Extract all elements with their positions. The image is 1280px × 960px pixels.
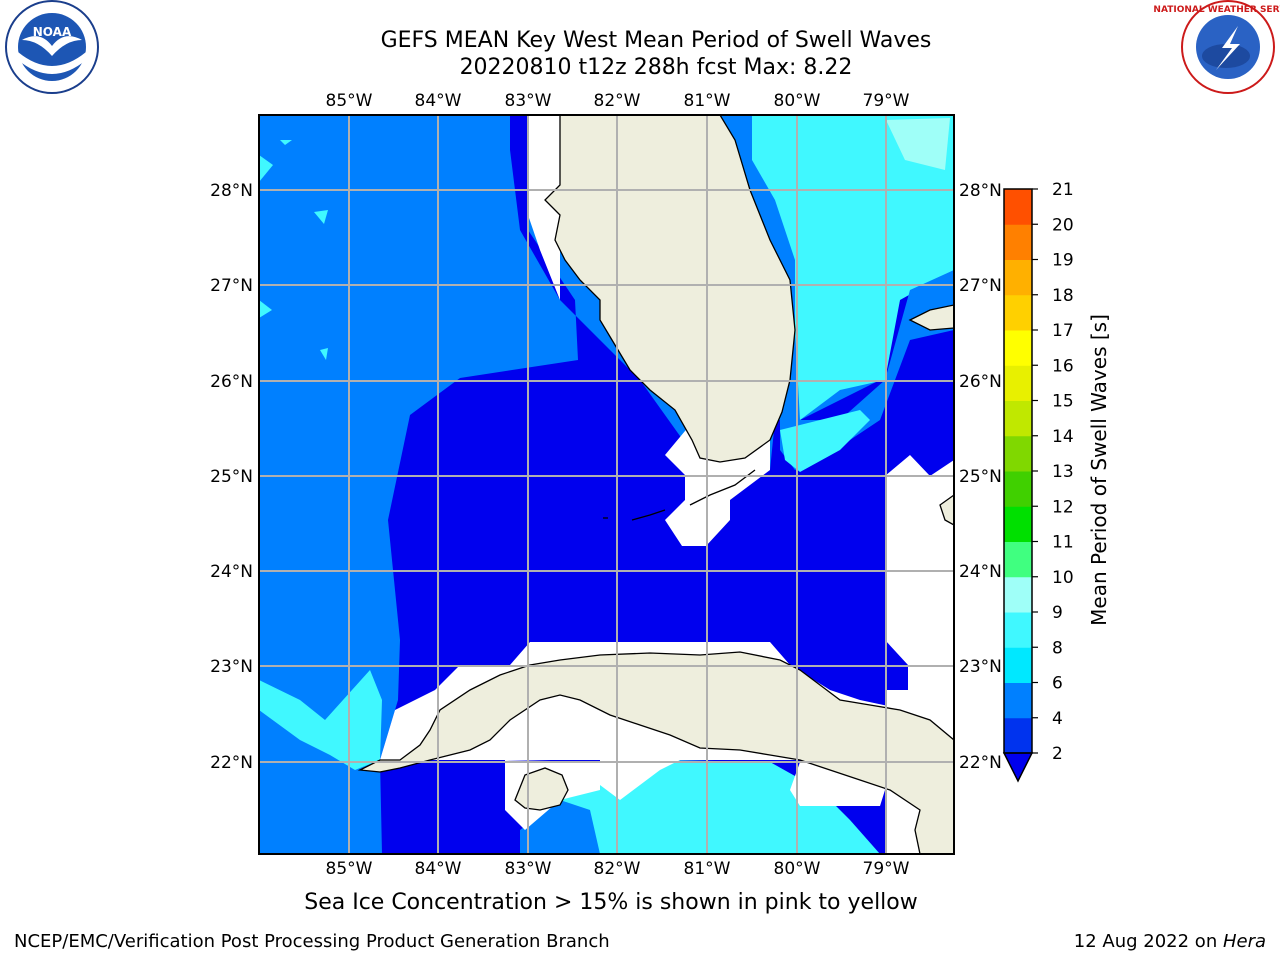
lat-label-left-28n: 28°N: [210, 181, 253, 201]
lat-label-right-26n: 26°N: [959, 372, 1002, 392]
chart-title-line1: GEFS MEAN Key West Mean Period of Swell …: [380, 28, 932, 53]
lat-label-left-25n: 25°N: [210, 467, 253, 487]
colorbar-segment: [1004, 330, 1032, 366]
nws-logo: NATIONAL WEATHER SERVICE: [1153, 0, 1280, 94]
colorbar-tick-label: 6: [1052, 674, 1063, 694]
lon-label-top-85w: 85°W: [326, 91, 373, 111]
lat-label-left-27n: 27°N: [210, 276, 253, 296]
colorbar-segment: [1004, 294, 1032, 331]
swell-region-dark-blue-upper-left: [510, 115, 530, 150]
map-gridlines: [259, 115, 954, 854]
colorbar-tick-label: 20: [1052, 215, 1074, 235]
lat-label-left-22n: 22°N: [210, 753, 253, 773]
lat-label-left-26n: 26°N: [210, 372, 253, 392]
lat-label-left-24n: 24°N: [210, 562, 253, 582]
colorbar: 2 4 6 8 9 10 11 12 13 14 15 16 17 18 19 20 21: [1002, 180, 1074, 783]
colorbar-tick-label: 11: [1052, 533, 1074, 553]
colorbar-segment: [1004, 189, 1032, 225]
colorbar-segment: [1004, 647, 1032, 683]
noaa-logo-text: NOAA: [33, 25, 72, 39]
colorbar-segment: [1004, 682, 1032, 719]
colorbar-tick-label: 15: [1052, 392, 1074, 412]
colorbar-segment: [1004, 612, 1032, 648]
footer-host: Hera: [1222, 931, 1266, 952]
lon-label-bottom-84w: 84°W: [415, 859, 462, 879]
land-florida: [544, 115, 796, 463]
lat-label-right-23n: 23°N: [959, 657, 1002, 677]
swell-patch-west-1: [259, 155, 273, 182]
lon-label-top-81w: 81°W: [684, 91, 731, 111]
land-bahamas-north: [908, 304, 954, 331]
colorbar-segment: [1004, 541, 1032, 578]
swell-region-light-cyan-south: [720, 770, 860, 854]
lon-label-bottom-83w: 83°W: [505, 859, 552, 879]
footer-date: 12 Aug 2022 on Hera: [1074, 931, 1266, 952]
noaa-logo: NOAA: [5, 0, 99, 94]
map-frame: [258, 114, 955, 855]
swell-region-blue-south: [520, 800, 600, 854]
lon-label-top-79w: 79°W: [863, 91, 910, 111]
swell-region-light-cyan: [886, 118, 950, 170]
swell-patch-west-4: [320, 348, 328, 360]
map-panel: [259, 115, 954, 854]
colorbar-tick-label: 12: [1052, 497, 1074, 517]
colorbar-segment: [1004, 365, 1032, 401]
lon-label-top-82w: 82°W: [594, 91, 641, 111]
colorbar-segment: [1004, 717, 1032, 754]
colorbar-tick-label: 19: [1052, 251, 1074, 271]
colorbar-tick-label: 14: [1052, 427, 1074, 447]
swell-patch-west-3: [259, 300, 272, 318]
colorbar-tick-label: 13: [1052, 462, 1074, 482]
land-bahamas-south: [939, 494, 954, 526]
colorbar-tick-label: 21: [1052, 180, 1074, 200]
lat-label-right-27n: 27°N: [959, 276, 1002, 296]
colorbar-tick-label: 8: [1052, 638, 1063, 658]
lon-label-bottom-81w: 81°W: [684, 859, 731, 879]
colorbar-label: Mean Period of Swell Waves [s]: [1087, 314, 1111, 626]
lon-label-bottom-82w: 82°W: [594, 859, 641, 879]
colorbar-segment: [1004, 435, 1032, 472]
no-data-region-florida-west: [528, 115, 560, 300]
lon-label-top-84w: 84°W: [415, 91, 462, 111]
colorbar-segment: [1004, 506, 1032, 542]
swell-region-cyan-east: [752, 115, 954, 420]
lat-label-right-24n: 24°N: [959, 562, 1002, 582]
colorbar-tick-label: 17: [1052, 321, 1074, 341]
colorbar-segment: [1004, 576, 1032, 613]
lon-label-bottom-80w: 80°W: [774, 859, 821, 879]
colorbar-tick-label: 2: [1052, 744, 1063, 764]
land-florida-keys: [603, 469, 756, 521]
swell-region-cyan-southeast: [780, 410, 870, 472]
colorbar-segment: [1004, 471, 1032, 507]
colorbar-segment: [1004, 224, 1032, 260]
lat-label-right-25n: 25°N: [959, 467, 1002, 487]
footer-credit: NCEP/EMC/Verification Post Processing Pr…: [14, 931, 610, 952]
swell-patch-west-2: [314, 210, 328, 224]
footer-date-text: 12 Aug 2022 on: [1073, 931, 1223, 952]
swell-patch-west-5: [280, 140, 292, 145]
colorbar-segment: [1004, 259, 1032, 296]
land-cuba: [357, 651, 954, 854]
colorbar-tick-label: 10: [1052, 568, 1074, 588]
lon-label-bottom-85w: 85°W: [326, 859, 373, 879]
colorbar-tick-label: 9: [1052, 603, 1063, 623]
colorbar-segment: [1004, 400, 1032, 437]
chart-title-line2: 20220810 t12z 288h fcst Max: 8.22: [459, 55, 853, 80]
colorbar-tick-label: 16: [1052, 356, 1074, 376]
lon-label-bottom-79w: 79°W: [863, 859, 910, 879]
lon-label-top-83w: 83°W: [505, 91, 552, 111]
colorbar-tick-label: 18: [1052, 286, 1074, 306]
lat-label-right-28n: 28°N: [959, 181, 1002, 201]
lon-label-top-80w: 80°W: [774, 91, 821, 111]
colorbar-tick-label: 4: [1052, 709, 1063, 729]
swell-region-cyan-southwest: [259, 670, 382, 770]
lat-label-left-23n: 23°N: [210, 657, 253, 677]
lat-label-right-22n: 22°N: [959, 753, 1002, 773]
nws-logo-text: NATIONAL WEATHER SERVICE: [1153, 5, 1280, 15]
sea-ice-note: Sea Ice Concentration > 15% is shown in …: [304, 890, 918, 915]
colorbar-under-triangle: [1002, 752, 1034, 783]
